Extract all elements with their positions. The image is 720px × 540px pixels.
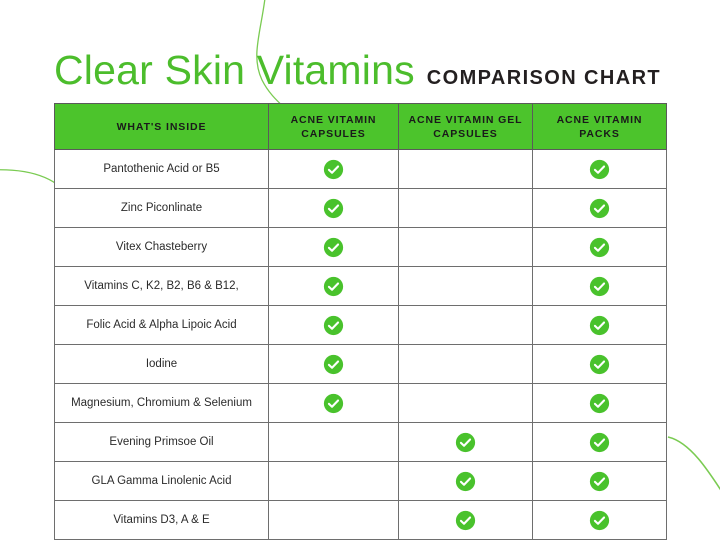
check-circle-icon — [589, 159, 610, 180]
availability-cell-gel-capsules — [398, 461, 533, 501]
no-mark-placeholder — [455, 390, 476, 411]
feature-name-cell: Vitamins D3, A & E — [54, 500, 269, 540]
table-row: Zinc Piconlinate — [54, 188, 667, 228]
table-row: Vitamins C, K2, B2, B6 & B12, — [54, 266, 667, 306]
check-circle-icon — [323, 315, 344, 336]
availability-cell-capsules — [268, 149, 399, 189]
check-circle-icon — [323, 393, 344, 414]
table-row: Pantothenic Acid or B5 — [54, 149, 667, 189]
column-header-feature: WHAT'S INSIDE — [54, 103, 269, 150]
feature-name-cell: Vitex Chasteberry — [54, 227, 269, 267]
page-title: Clear Skin Vitamins COMPARISON CHART — [54, 48, 666, 96]
table-row: Folic Acid & Alpha Lipoic Acid — [54, 305, 667, 345]
check-circle-icon — [589, 432, 610, 453]
availability-cell-capsules — [268, 500, 399, 540]
availability-cell-gel-capsules — [398, 500, 533, 540]
no-mark-placeholder — [455, 273, 476, 294]
check-circle-icon — [589, 198, 610, 219]
table-row: Vitamins D3, A & E — [54, 500, 667, 540]
check-circle-icon — [589, 393, 610, 414]
availability-cell-gel-capsules — [398, 422, 533, 462]
check-circle-icon — [589, 315, 610, 336]
no-mark-placeholder — [455, 351, 476, 372]
comparison-table-wrapper: WHAT'S INSIDE ACNE VITAMIN CAPSULES ACNE… — [54, 103, 667, 540]
availability-cell-packs — [532, 188, 667, 228]
availability-cell-gel-capsules — [398, 344, 533, 384]
check-circle-icon — [589, 354, 610, 375]
column-header-capsules: ACNE VITAMIN CAPSULES — [268, 103, 399, 150]
availability-cell-capsules — [268, 383, 399, 423]
check-circle-icon — [455, 510, 476, 531]
availability-cell-gel-capsules — [398, 383, 533, 423]
feature-name-cell: Pantothenic Acid or B5 — [54, 149, 269, 189]
availability-cell-capsules — [268, 305, 399, 345]
availability-cell-gel-capsules — [398, 266, 533, 306]
table-row: Iodine — [54, 344, 667, 384]
availability-cell-gel-capsules — [398, 305, 533, 345]
feature-name-cell: GLA Gamma Linolenic Acid — [54, 461, 269, 501]
column-header-packs: ACNE VITAMIN PACKS — [532, 103, 667, 150]
table-header: WHAT'S INSIDE ACNE VITAMIN CAPSULES ACNE… — [54, 103, 667, 150]
no-mark-placeholder — [455, 234, 476, 255]
table-header-row: WHAT'S INSIDE ACNE VITAMIN CAPSULES ACNE… — [54, 103, 667, 150]
check-circle-icon — [323, 198, 344, 219]
check-circle-icon — [589, 276, 610, 297]
no-mark-placeholder — [455, 156, 476, 177]
feature-name-cell: Magnesium, Chromium & Selenium — [54, 383, 269, 423]
availability-cell-capsules — [268, 461, 399, 501]
availability-cell-capsules — [268, 344, 399, 384]
availability-cell-packs — [532, 461, 667, 501]
feature-name-cell: Vitamins C, K2, B2, B6 & B12, — [54, 266, 269, 306]
check-circle-icon — [455, 471, 476, 492]
availability-cell-packs — [532, 305, 667, 345]
check-circle-icon — [323, 276, 344, 297]
check-circle-icon — [323, 159, 344, 180]
title-subtitle-text: COMPARISON CHART — [426, 67, 662, 89]
availability-cell-packs — [532, 149, 667, 189]
no-mark-placeholder — [323, 468, 344, 489]
no-mark-placeholder — [455, 312, 476, 333]
check-circle-icon — [589, 471, 610, 492]
table-row: Vitex Chasteberry — [54, 227, 667, 267]
availability-cell-packs — [532, 422, 667, 462]
no-mark-placeholder — [323, 429, 344, 450]
check-circle-icon — [589, 237, 610, 258]
availability-cell-gel-capsules — [398, 227, 533, 267]
title-main-text: Clear Skin Vitamins — [54, 47, 415, 93]
no-mark-placeholder — [455, 195, 476, 216]
feature-name-cell: Iodine — [54, 344, 269, 384]
check-circle-icon — [589, 510, 610, 531]
table-body: Pantothenic Acid or B5 Zinc Piconlinate Vi… — [54, 149, 667, 540]
check-circle-icon — [323, 354, 344, 375]
availability-cell-packs — [532, 500, 667, 540]
availability-cell-capsules — [268, 422, 399, 462]
column-header-gel-capsules: ACNE VITAMIN GEL CAPSULES — [398, 103, 533, 150]
availability-cell-gel-capsules — [398, 188, 533, 228]
feature-name-cell: Folic Acid & Alpha Lipoic Acid — [54, 305, 269, 345]
no-mark-placeholder — [323, 507, 344, 528]
check-circle-icon — [323, 237, 344, 258]
table-row: Magnesium, Chromium & Selenium — [54, 383, 667, 423]
availability-cell-packs — [532, 344, 667, 384]
feature-name-cell: Zinc Piconlinate — [54, 188, 269, 228]
availability-cell-capsules — [268, 227, 399, 267]
availability-cell-gel-capsules — [398, 149, 533, 189]
availability-cell-capsules — [268, 266, 399, 306]
availability-cell-capsules — [268, 188, 399, 228]
availability-cell-packs — [532, 383, 667, 423]
table-row: GLA Gamma Linolenic Acid — [54, 461, 667, 501]
feature-name-cell: Evening Primsoe Oil — [54, 422, 269, 462]
availability-cell-packs — [532, 266, 667, 306]
availability-cell-packs — [532, 227, 667, 267]
comparison-table: WHAT'S INSIDE ACNE VITAMIN CAPSULES ACNE… — [54, 103, 667, 540]
check-circle-icon — [455, 432, 476, 453]
table-row: Evening Primsoe Oil — [54, 422, 667, 462]
